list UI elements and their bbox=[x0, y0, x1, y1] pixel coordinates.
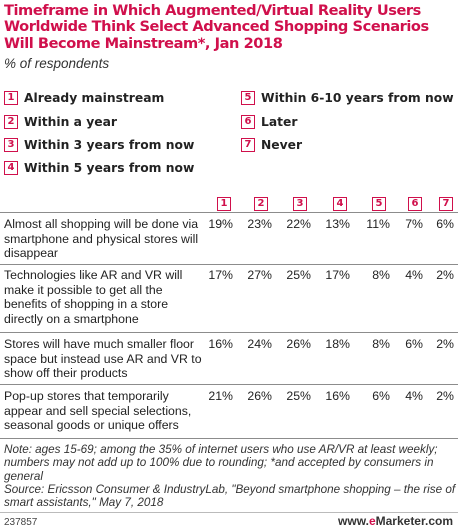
legend-number-box: 7 bbox=[241, 138, 255, 152]
table-cell: 13% bbox=[325, 217, 350, 231]
footer-divider bbox=[0, 512, 458, 513]
table-cell: 2% bbox=[436, 268, 454, 282]
table-cell: 2% bbox=[436, 337, 454, 351]
legend-label: Never bbox=[261, 138, 303, 152]
table-cell: 21% bbox=[208, 389, 233, 403]
legend-item-7: 7 Never bbox=[241, 138, 302, 152]
table-cell: 23% bbox=[247, 217, 272, 231]
table-cell: 2% bbox=[436, 389, 454, 403]
source-text: Source: Ericsson Consumer & IndustryLab,… bbox=[4, 482, 456, 510]
table-cell: 6% bbox=[372, 389, 390, 403]
legend-number-box: 6 bbox=[241, 115, 255, 129]
legend-label: Within 3 years from now bbox=[24, 138, 195, 152]
table-cell: 4% bbox=[405, 268, 423, 282]
column-header-2: 2 bbox=[254, 193, 268, 211]
table-cell: 8% bbox=[372, 268, 390, 282]
legend-item-2: 2 Within a year bbox=[4, 115, 117, 129]
table-cell: 26% bbox=[286, 337, 311, 351]
table-cell: 17% bbox=[208, 268, 233, 282]
divider bbox=[0, 332, 458, 333]
table-cell: 27% bbox=[247, 268, 272, 282]
table-cell: 16% bbox=[208, 337, 233, 351]
divider bbox=[0, 264, 458, 265]
legend-item-4: 4 Within 5 years from now bbox=[4, 161, 194, 175]
legend-item-5: 5 Within 6-10 years from now bbox=[241, 91, 454, 105]
row-label: Stores will have much smaller floor spac… bbox=[4, 337, 202, 381]
legend-label: Within a year bbox=[24, 115, 117, 129]
divider bbox=[0, 212, 458, 213]
chart-id: 237857 bbox=[4, 517, 38, 528]
column-header-4: 4 bbox=[333, 193, 347, 211]
table-cell: 18% bbox=[325, 337, 350, 351]
chart-title: Timeframe in Which Augmented/Virtual Rea… bbox=[4, 2, 429, 52]
column-header-3: 3 bbox=[293, 193, 307, 211]
table-cell: 26% bbox=[247, 389, 272, 403]
divider bbox=[0, 438, 458, 439]
column-header-7: 7 bbox=[439, 193, 453, 211]
table-cell: 24% bbox=[247, 337, 272, 351]
chart-subtitle: % of respondents bbox=[4, 56, 110, 71]
table-cell: 11% bbox=[366, 217, 390, 231]
table-cell: 22% bbox=[286, 217, 311, 231]
legend-number-box: 3 bbox=[4, 138, 18, 152]
legend-item-6: 6 Later bbox=[241, 115, 297, 129]
brand-logo: www.eMarketer.com bbox=[338, 514, 453, 528]
column-header-1: 1 bbox=[217, 193, 231, 211]
legend-number-box: 4 bbox=[4, 161, 18, 175]
legend-number-box: 5 bbox=[241, 91, 255, 105]
row-label: Almost all shopping will be done via sma… bbox=[4, 217, 199, 261]
table-cell: 25% bbox=[286, 268, 311, 282]
table-cell: 17% bbox=[325, 268, 350, 282]
legend-label: Within 6-10 years from now bbox=[261, 91, 454, 105]
legend-label: Within 5 years from now bbox=[24, 161, 195, 175]
legend-item-1: 1 Already mainstream bbox=[4, 91, 164, 105]
legend-number-box: 2 bbox=[4, 115, 18, 129]
legend-item-3: 3 Within 3 years from now bbox=[4, 138, 194, 152]
row-label: Technologies like AR and VR will make it… bbox=[4, 268, 183, 326]
table-cell: 8% bbox=[372, 337, 390, 351]
note-text: Note: ages 15-69; among the 35% of inter… bbox=[4, 443, 438, 483]
divider bbox=[0, 384, 458, 385]
chart-note: Note: ages 15-69; among the 35% of inter… bbox=[4, 443, 456, 509]
row-label: Pop-up stores that temporarily appear an… bbox=[4, 389, 192, 433]
legend-number-box: 1 bbox=[4, 91, 18, 105]
table-cell: 7% bbox=[405, 217, 423, 231]
legend-label: Later bbox=[261, 115, 298, 129]
table-cell: 25% bbox=[286, 389, 311, 403]
table-cell: 4% bbox=[405, 389, 423, 403]
column-header-5: 5 bbox=[372, 193, 386, 211]
table-cell: 6% bbox=[405, 337, 423, 351]
legend-label: Already mainstream bbox=[24, 91, 165, 105]
table-cell: 6% bbox=[436, 217, 454, 231]
table-cell: 19% bbox=[208, 217, 233, 231]
table-cell: 16% bbox=[325, 389, 350, 403]
column-header-6: 6 bbox=[408, 193, 422, 211]
